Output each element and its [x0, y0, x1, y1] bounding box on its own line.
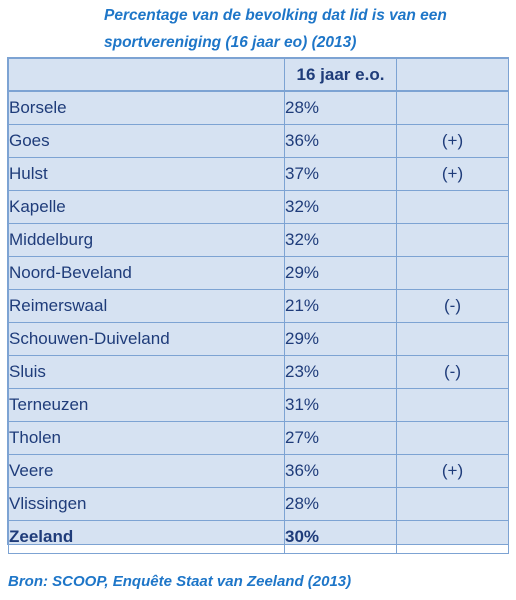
page-title: Percentage van de bevolking dat lid is v… [104, 7, 447, 51]
header-municipality [8, 58, 285, 92]
table-row: Middelburg 32% [8, 223, 509, 257]
row-significance [396, 256, 509, 290]
row-municipality: Hulst [8, 157, 285, 191]
row-significance [396, 487, 509, 521]
header-significance [396, 58, 509, 92]
row-significance [396, 388, 509, 422]
row-percentage: 21% [284, 289, 397, 323]
row-significance: (+) [396, 454, 509, 488]
row-municipality: Borsele [8, 90, 285, 125]
total-name: Zeeland [8, 520, 285, 554]
row-percentage: 29% [284, 322, 397, 356]
total-percentage: 30% [284, 520, 397, 554]
source-note: Bron: SCOOP, Enquête Staat van Zeeland (… [8, 573, 352, 590]
total-significance [396, 520, 509, 554]
table-row: Schouwen-Duiveland 29% [8, 322, 509, 356]
row-percentage: 28% [284, 90, 397, 125]
row-municipality: Terneuzen [8, 388, 285, 422]
row-percentage: 37% [284, 157, 397, 191]
row-municipality: Tholen [8, 421, 285, 455]
row-municipality: Reimerswaal [8, 289, 285, 323]
table-header-row: 16 jaar e.o. [8, 58, 509, 92]
row-percentage: 36% [284, 454, 397, 488]
row-significance [396, 421, 509, 455]
table-row: Terneuzen 31% [8, 388, 509, 422]
row-significance: (+) [396, 124, 509, 158]
row-significance [396, 90, 509, 125]
row-municipality: Noord-Beveland [8, 256, 285, 290]
table-total-row: Zeeland 30% [8, 520, 509, 554]
data-table-container: 16 jaar e.o. Borsele 28% Goes 36% (+) Hu… [7, 57, 509, 554]
table-row: Kapelle 32% [8, 190, 509, 224]
row-percentage: 29% [284, 256, 397, 290]
table-row: Hulst 37% (+) [8, 157, 509, 191]
row-percentage: 36% [284, 124, 397, 158]
row-percentage: 23% [284, 355, 397, 389]
row-percentage: 32% [284, 190, 397, 224]
row-municipality: Goes [8, 124, 285, 158]
row-municipality: Kapelle [8, 190, 285, 224]
table-row: Vlissingen 28% [8, 487, 509, 521]
row-percentage: 31% [284, 388, 397, 422]
row-municipality: Veere [8, 454, 285, 488]
row-significance: (-) [396, 355, 509, 389]
row-percentage: 32% [284, 223, 397, 257]
row-significance [396, 223, 509, 257]
row-percentage: 27% [284, 421, 397, 455]
header-age-group: 16 jaar e.o. [284, 58, 397, 92]
table-row: Sluis 23% (-) [8, 355, 509, 389]
table-row: Veere 36% (+) [8, 454, 509, 488]
row-municipality: Sluis [8, 355, 285, 389]
row-significance [396, 190, 509, 224]
data-table: 16 jaar e.o. Borsele 28% Goes 36% (+) Hu… [8, 58, 509, 554]
table-row: Reimerswaal 21% (-) [8, 289, 509, 323]
row-municipality: Vlissingen [8, 487, 285, 521]
table-row: Noord-Beveland 29% [8, 256, 509, 290]
row-municipality: Middelburg [8, 223, 285, 257]
row-significance [396, 322, 509, 356]
row-significance: (-) [396, 289, 509, 323]
row-municipality: Schouwen-Duiveland [8, 322, 285, 356]
table-row: Goes 36% (+) [8, 124, 509, 158]
table-row: Borsele 28% [8, 90, 509, 125]
row-significance: (+) [396, 157, 509, 191]
table-row: Tholen 27% [8, 421, 509, 455]
row-percentage: 28% [284, 487, 397, 521]
